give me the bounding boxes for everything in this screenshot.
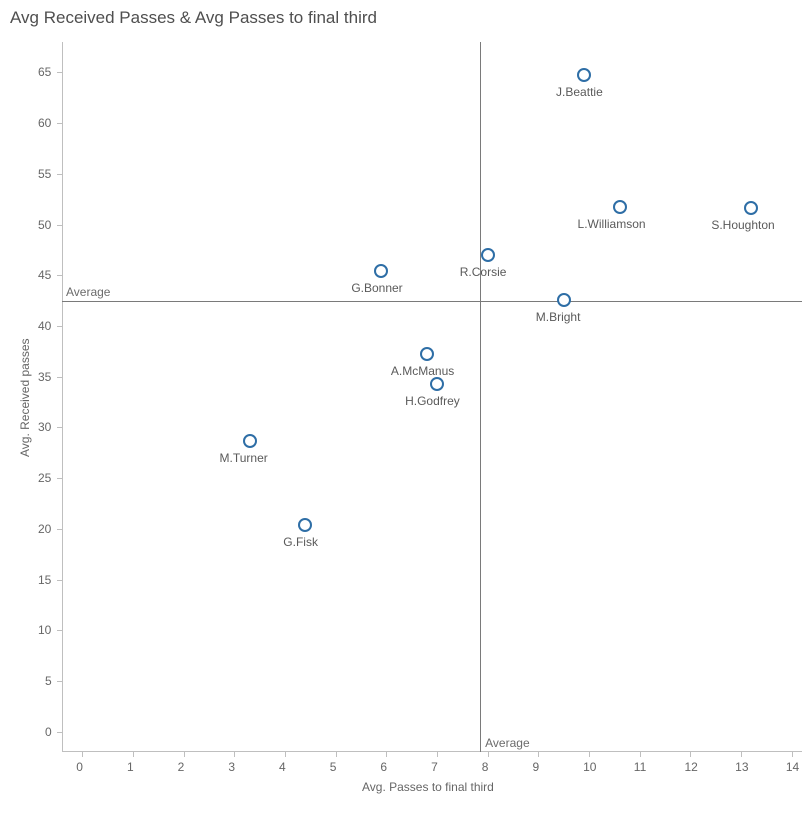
y-axis-title: Avg. Received passes [18, 338, 32, 457]
y-tick [57, 681, 62, 682]
data-point-label: M.Turner [220, 451, 268, 465]
x-tick-label: 8 [482, 760, 489, 774]
y-tick [57, 72, 62, 73]
x-tick [488, 752, 489, 757]
y-tick-label: 60 [38, 116, 52, 130]
x-tick-label: 7 [431, 760, 438, 774]
x-tick-label: 10 [583, 760, 596, 774]
y-tick-label: 25 [38, 471, 52, 485]
avg-line-horizontal [62, 301, 802, 302]
x-tick [336, 752, 337, 757]
x-tick-label: 3 [228, 760, 235, 774]
y-tick [57, 123, 62, 124]
data-point[interactable] [430, 377, 444, 391]
x-tick-label: 6 [380, 760, 387, 774]
data-point[interactable] [420, 347, 434, 361]
x-tick [82, 752, 83, 757]
y-tick [57, 529, 62, 530]
x-tick-label: 13 [735, 760, 748, 774]
data-point[interactable] [298, 518, 312, 532]
data-point[interactable] [481, 248, 495, 262]
x-tick [741, 752, 742, 757]
x-tick-label: 5 [330, 760, 337, 774]
x-tick [285, 752, 286, 757]
data-point[interactable] [374, 264, 388, 278]
y-tick-label: 45 [38, 268, 52, 282]
data-point[interactable] [744, 201, 758, 215]
data-point[interactable] [243, 434, 257, 448]
x-tick-label: 12 [684, 760, 697, 774]
x-tick-label: 11 [634, 760, 646, 774]
y-axis-line [62, 42, 63, 752]
y-tick-label: 20 [38, 522, 52, 536]
y-tick-label: 65 [38, 65, 52, 79]
x-tick [234, 752, 235, 757]
x-tick-label: 14 [786, 760, 799, 774]
data-point-label: G.Fisk [283, 535, 318, 549]
avg-label-horizontal: Average [66, 285, 110, 299]
y-tick-label: 15 [38, 573, 52, 587]
y-tick-label: 5 [45, 674, 52, 688]
y-tick [57, 225, 62, 226]
y-tick-label: 0 [45, 725, 52, 739]
y-tick-label: 55 [38, 167, 52, 181]
data-point-label: H.Godfrey [405, 394, 460, 408]
x-tick [589, 752, 590, 757]
data-point-label: M.Bright [536, 310, 581, 324]
y-tick-label: 35 [38, 370, 52, 384]
data-point-label: G.Bonner [351, 281, 402, 295]
x-tick [640, 752, 641, 757]
x-tick [386, 752, 387, 757]
data-point[interactable] [557, 293, 571, 307]
y-tick [57, 630, 62, 631]
y-tick [57, 326, 62, 327]
x-tick [690, 752, 691, 757]
data-point-label: L.Williamson [578, 217, 646, 231]
data-point[interactable] [577, 68, 591, 82]
y-tick [57, 732, 62, 733]
y-tick [57, 377, 62, 378]
x-tick [133, 752, 134, 757]
x-tick-label: 9 [532, 760, 539, 774]
data-point-label: S.Houghton [711, 218, 774, 232]
plot-area: 0123456789101112131405101520253035404550… [62, 42, 802, 752]
y-tick [57, 427, 62, 428]
y-tick-label: 30 [38, 420, 52, 434]
x-tick [437, 752, 438, 757]
y-tick [57, 478, 62, 479]
data-point-label: R.Corsie [460, 265, 507, 279]
avg-line-vertical [480, 42, 481, 752]
x-tick-label: 4 [279, 760, 286, 774]
y-tick-label: 10 [38, 623, 52, 637]
x-tick [184, 752, 185, 757]
x-tick-label: 2 [178, 760, 185, 774]
y-tick [57, 275, 62, 276]
x-tick-label: 0 [76, 760, 83, 774]
chart-title: Avg Received Passes & Avg Passes to fina… [10, 8, 377, 28]
y-tick-label: 50 [38, 218, 52, 232]
avg-label-vertical: Average [485, 736, 529, 750]
x-tick [538, 752, 539, 757]
x-tick [792, 752, 793, 757]
data-point[interactable] [613, 200, 627, 214]
data-point-label: A.McManus [391, 364, 454, 378]
x-tick-label: 1 [127, 760, 134, 774]
data-point-label: J.Beattie [556, 85, 603, 99]
y-tick [57, 174, 62, 175]
y-tick [57, 580, 62, 581]
y-tick-label: 40 [38, 319, 52, 333]
x-axis-title: Avg. Passes to final third [362, 780, 494, 794]
